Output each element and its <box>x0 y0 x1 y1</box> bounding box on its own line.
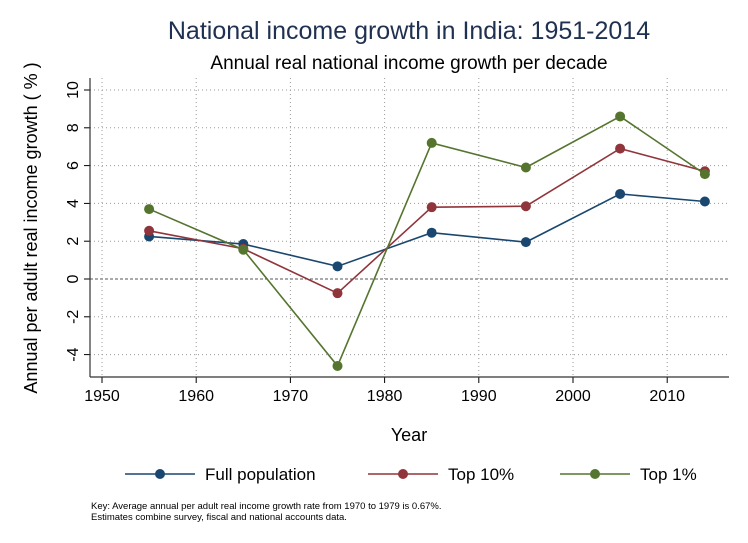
x-tick-label: 2000 <box>555 388 591 405</box>
series-line <box>148 147 706 295</box>
series-full-population <box>144 188 710 272</box>
x-tick-label: 1950 <box>84 388 120 405</box>
x-tick-label: 1990 <box>461 388 497 405</box>
data-point <box>615 188 626 199</box>
data-point <box>238 244 249 255</box>
data-point <box>332 360 343 371</box>
data-point <box>144 225 155 236</box>
y-tick-label: 10 <box>65 81 82 99</box>
legend-item: Full population <box>125 465 316 484</box>
series-line <box>149 193 705 268</box>
grid <box>90 78 729 377</box>
x-axis-label: Year <box>391 425 427 445</box>
x-tick-label: 1970 <box>273 388 309 405</box>
series-top-10- <box>144 143 710 299</box>
note-line-1: Key: Average annual per adult real incom… <box>91 501 441 512</box>
legend-marker <box>590 469 600 479</box>
data-point <box>426 202 437 213</box>
data-point <box>332 261 343 272</box>
data-point <box>426 227 437 238</box>
note-line-2: Estimates combine survey, fiscal and nat… <box>91 512 347 523</box>
legend-label: Top 1% <box>640 465 697 484</box>
x-tick-label: 1980 <box>367 388 403 405</box>
legend-item: Top 10% <box>368 465 514 484</box>
data-point <box>520 162 531 173</box>
y-tick-label: 6 <box>65 161 82 170</box>
data-point <box>332 288 343 299</box>
data-point <box>615 111 626 122</box>
legend-label: Top 10% <box>448 465 514 484</box>
legend-marker <box>398 469 408 479</box>
data-point <box>144 204 155 215</box>
y-tick-label: 4 <box>65 199 82 208</box>
y-tick-label: 0 <box>65 274 82 283</box>
legend-label: Full population <box>205 465 316 484</box>
series-top-1- <box>144 111 710 371</box>
x-tick-label: 2010 <box>649 388 685 405</box>
data-point <box>699 169 710 180</box>
data-point <box>615 143 626 154</box>
legend-item: Top 1% <box>560 465 697 484</box>
chart-title: National income growth in India: 1951-20… <box>168 17 650 45</box>
y-axis-label: Annual per adult real income growth ( % … <box>21 62 41 393</box>
data-point <box>520 237 531 248</box>
x-tick-label: 1960 <box>178 388 214 405</box>
data-point <box>426 137 437 148</box>
y-tick-label: -4 <box>65 347 82 361</box>
legend: Full population Top 10% Top 1% <box>125 465 697 484</box>
y-tick-label: 2 <box>65 237 82 246</box>
y-tick-label: 8 <box>65 123 82 132</box>
data-point <box>699 196 710 207</box>
chart-subtitle: Annual real national income growth per d… <box>210 53 607 74</box>
series-group <box>144 111 710 371</box>
data-point <box>520 201 531 212</box>
axes: -4 -2 0 2 4 6 8 10 1950 1960 1970 1980 1990 2000 2010 <box>65 78 729 405</box>
y-tick-label: -2 <box>65 310 82 324</box>
legend-marker <box>155 469 165 479</box>
